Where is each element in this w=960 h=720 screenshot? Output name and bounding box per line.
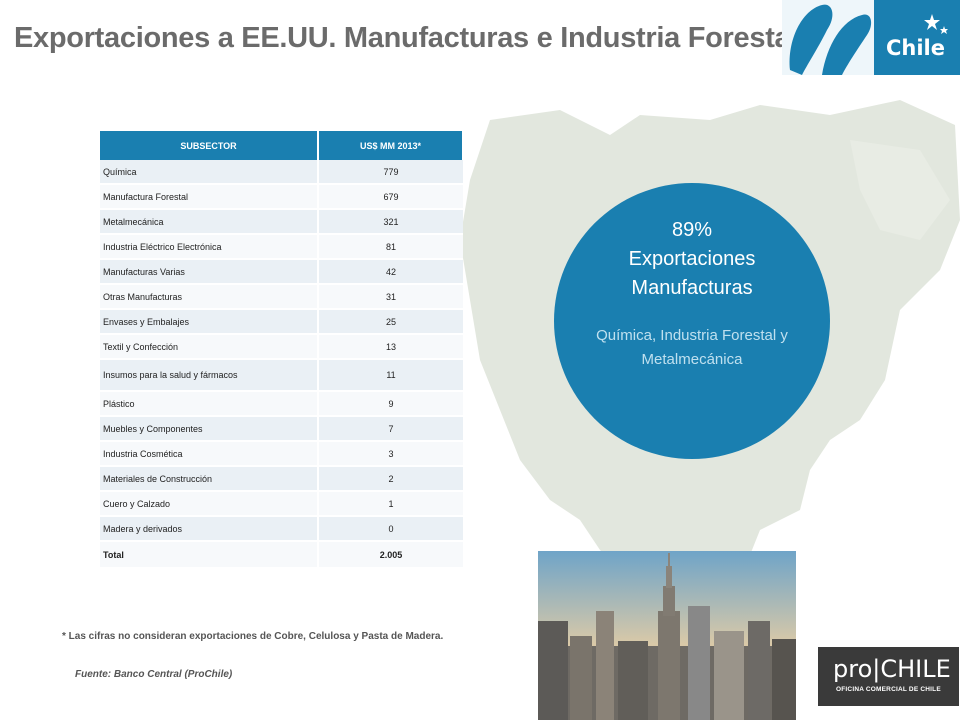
highlight-sub-text: Química, Industria Forestal y Metalmecán… xyxy=(554,324,830,372)
row-name: Manufactura Forestal xyxy=(100,184,319,210)
footnote: * Las cifras no consideran exportaciones… xyxy=(62,631,444,642)
prochile-logo xyxy=(818,647,959,706)
page-title: Exportaciones a EE.UU. Manufacturas e In… xyxy=(14,22,799,54)
row-name: Industria Cosmética xyxy=(100,441,319,467)
row-name: Muebles y Componentes xyxy=(100,416,319,442)
table-row: Cuero y Calzado 1 xyxy=(100,491,463,517)
highlight-percent: 89% xyxy=(671,219,713,241)
highlight-sub2: Metalmecánica xyxy=(641,351,743,368)
table-row: Textil y Confección 13 xyxy=(100,334,463,360)
row-value: 13 xyxy=(318,334,463,360)
total-label: Total xyxy=(100,541,319,569)
table-row: Muebles y Componentes 7 xyxy=(100,416,463,442)
row-name: Madera y derivados xyxy=(100,516,319,542)
row-name: Materiales de Construcción xyxy=(100,466,319,492)
city-skyline-photo xyxy=(538,551,796,720)
table-row: Industria Eléctrico Electrónica 81 xyxy=(100,234,463,260)
highlight-circle xyxy=(554,183,830,459)
row-value: 0 xyxy=(318,516,463,542)
table-row: Otras Manufacturas 31 xyxy=(100,284,463,310)
row-value: 321 xyxy=(318,209,463,235)
row-name: Envases y Embalajes xyxy=(100,309,319,335)
row-value: 9 xyxy=(318,391,463,417)
row-value: 1 xyxy=(318,491,463,517)
prochile-logo-subtitle: OFICINA COMERCIAL DE CHILE xyxy=(836,686,941,693)
row-value: 25 xyxy=(318,309,463,335)
row-value: 779 xyxy=(318,160,463,185)
row-value: 2 xyxy=(318,466,463,492)
row-name: Cuero y Calzado xyxy=(100,491,319,517)
source-note: Fuente: Banco Central (ProChile) xyxy=(75,669,233,680)
map-land-east xyxy=(850,140,950,240)
row-name: Manufacturas Varias xyxy=(100,259,319,285)
row-name: Metalmecánica xyxy=(100,209,319,235)
row-value: 3 xyxy=(318,441,463,467)
row-value: 81 xyxy=(318,234,463,260)
table-row: Madera y derivados 0 xyxy=(100,516,463,542)
row-name: Industria Eléctrico Electrónica xyxy=(100,234,319,260)
row-value: 42 xyxy=(318,259,463,285)
table-row: Industria Cosmética 3 xyxy=(100,441,463,467)
table-row: Metalmecánica 321 xyxy=(100,209,463,235)
chile-logo xyxy=(782,0,960,75)
row-name: Plástico xyxy=(100,391,319,417)
star-icon xyxy=(924,14,948,34)
row-name: Insumos para la salud y fármacos xyxy=(100,359,319,392)
table-row: Química 779 xyxy=(100,160,463,185)
row-name: Otras Manufacturas xyxy=(100,284,319,310)
table-row: Insumos para la salud y fármacos 11 xyxy=(100,359,463,392)
row-value: 31 xyxy=(318,284,463,310)
highlight-sub1: Química, Industria Forestal y xyxy=(596,327,788,344)
row-value: 679 xyxy=(318,184,463,210)
highlight-line1: Exportaciones xyxy=(628,248,756,270)
row-value: 7 xyxy=(318,416,463,442)
highlight-line2: Manufacturas xyxy=(631,277,753,299)
exports-table: SUBSECTOR US$ MM 2013* Química 779 Manufa… xyxy=(100,131,464,569)
table-total-row: Total 2.005 xyxy=(100,541,463,569)
table-row: Plástico 9 xyxy=(100,391,463,417)
prochile-logo-text: pro|CHILE xyxy=(833,655,951,683)
table-header-row: SUBSECTOR US$ MM 2013* xyxy=(100,131,464,160)
table-row: Envases y Embalajes 25 xyxy=(100,309,463,335)
table-row: Manufacturas Varias 42 xyxy=(100,259,463,285)
table-row: Manufactura Forestal 679 xyxy=(100,184,463,210)
header-value: US$ MM 2013* xyxy=(318,131,464,160)
header-subsector: SUBSECTOR xyxy=(100,131,319,160)
logo-text: Chile xyxy=(886,36,946,60)
row-name: Textil y Confección xyxy=(100,334,319,360)
total-value: 2.005 xyxy=(318,541,463,569)
logo-swoosh-icon xyxy=(789,4,872,75)
table-row: Materiales de Construcción 2 xyxy=(100,466,463,492)
row-name: Química xyxy=(100,160,319,185)
highlight-main-text: 89% Exportaciones Manufacturas xyxy=(554,216,830,303)
row-value: 11 xyxy=(318,359,463,392)
